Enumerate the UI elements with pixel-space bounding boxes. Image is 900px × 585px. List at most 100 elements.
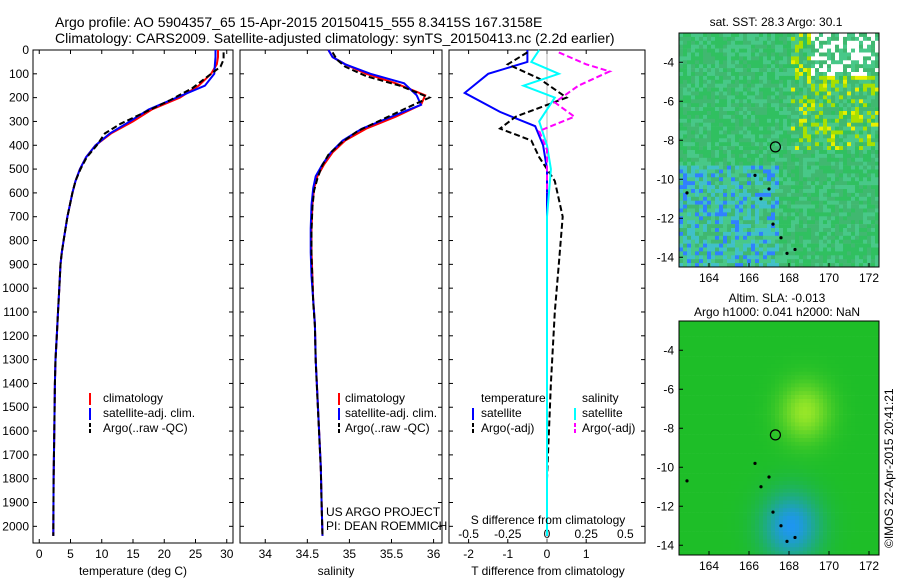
map-cell (859, 442, 863, 446)
map-cell (855, 158, 859, 162)
map-cell (867, 344, 871, 348)
map-cell (815, 395, 819, 399)
map-cell (795, 150, 799, 154)
map-cell (719, 232, 723, 236)
map-cell (759, 134, 763, 138)
map-cell (787, 181, 791, 185)
map-cell (739, 360, 743, 364)
map-cell (783, 376, 787, 380)
map-cell (779, 450, 783, 454)
map-cell (767, 419, 771, 423)
map-cell (679, 325, 683, 329)
map-cell (771, 325, 775, 329)
salinity-series (311, 50, 430, 536)
map-cell (803, 177, 807, 181)
map-cell (707, 352, 711, 356)
map-cell (827, 131, 831, 135)
map-cell (795, 344, 799, 348)
map-cell (707, 162, 711, 166)
map-cell (795, 119, 799, 123)
map-cell (775, 33, 779, 37)
map-cell (747, 407, 751, 411)
map-cell (771, 259, 775, 263)
map-cell (827, 158, 831, 162)
map-cell (751, 383, 755, 387)
map-cell (839, 321, 843, 325)
map-cell (727, 154, 731, 158)
map-cell (847, 56, 851, 60)
map-cell (819, 224, 823, 228)
map-cell (859, 37, 863, 41)
map-cell (743, 88, 747, 92)
map-cell (851, 232, 855, 236)
map-cell (687, 95, 691, 99)
map-cell (731, 131, 735, 135)
map-cell (707, 411, 711, 415)
map-cell (799, 60, 803, 64)
map-cell (831, 76, 835, 80)
map-cell (831, 364, 835, 368)
map-cell (755, 88, 759, 92)
map-cell (679, 333, 683, 337)
map-cell (767, 119, 771, 123)
map-cell (751, 134, 755, 138)
map-cell (775, 197, 779, 201)
map-cell (687, 111, 691, 115)
map-cell (843, 158, 847, 162)
map-cell (679, 419, 683, 423)
map-cell (843, 131, 847, 135)
salinity-plot-frame (240, 50, 442, 543)
map-cell (791, 407, 795, 411)
map-cell (795, 352, 799, 356)
map-cell (859, 344, 863, 348)
map-cell (691, 131, 695, 135)
map-cell (763, 224, 767, 228)
map-cell (835, 364, 839, 368)
map-cell (695, 240, 699, 244)
map-cell (707, 228, 711, 232)
map-cell (831, 372, 835, 376)
map-cell (855, 154, 859, 158)
map-cell (755, 240, 759, 244)
map-cell (783, 411, 787, 415)
map-cell (691, 344, 695, 348)
map-cell (799, 193, 803, 197)
map-cell (735, 115, 739, 119)
map-cell (867, 103, 871, 107)
map-cell (819, 158, 823, 162)
map-cell (791, 197, 795, 201)
map-cell (771, 72, 775, 76)
map-cell (839, 419, 843, 423)
map-cell (683, 454, 687, 458)
map-cell (859, 80, 863, 84)
map-cell (823, 37, 827, 41)
map-cell (783, 446, 787, 450)
map-cell (767, 64, 771, 68)
map-cell (687, 166, 691, 170)
map-cell (771, 383, 775, 387)
map-cell (763, 228, 767, 232)
map-cell (743, 356, 747, 360)
map-cell (735, 134, 739, 138)
map-cell (719, 150, 723, 154)
map-cell (707, 123, 711, 127)
map-cell (747, 84, 751, 88)
map-cell (855, 244, 859, 248)
map-cell (747, 177, 751, 181)
map-cell (739, 321, 743, 325)
map-cell (707, 189, 711, 193)
map-cell (787, 37, 791, 41)
map-cell (783, 255, 787, 259)
map-cell (831, 376, 835, 380)
map-cell (819, 240, 823, 244)
map-cell (795, 430, 799, 434)
map-cell (843, 220, 847, 224)
map-cell (863, 434, 867, 438)
map-cell (711, 80, 715, 84)
map-cell (831, 224, 835, 228)
map-cell (859, 240, 863, 244)
map-cell (831, 438, 835, 442)
map-cell (755, 150, 759, 154)
map-cell (711, 205, 715, 209)
map-cell (703, 76, 707, 80)
